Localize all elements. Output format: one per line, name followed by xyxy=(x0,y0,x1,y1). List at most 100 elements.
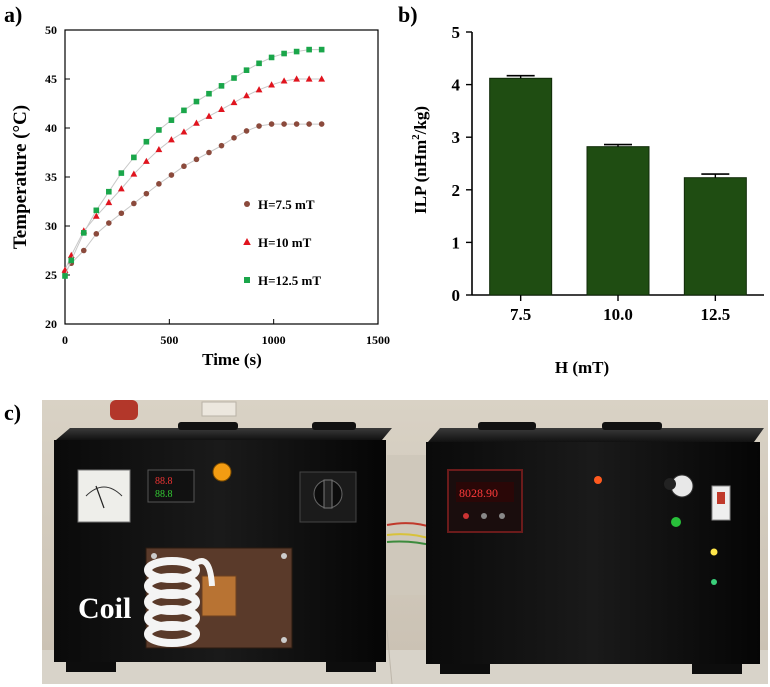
legend-marker xyxy=(244,277,250,283)
coil-lead xyxy=(190,558,215,587)
data-point xyxy=(293,75,301,82)
data-point xyxy=(218,83,225,89)
data-point xyxy=(318,46,325,53)
floor-joint xyxy=(386,629,393,684)
apparatus-photo: 88.8 88.8 Coil 8028.90 xyxy=(42,400,768,684)
panel-label-b: b) xyxy=(398,2,418,27)
bar xyxy=(489,77,553,296)
left-box-handle xyxy=(178,422,238,430)
data-point xyxy=(305,75,313,82)
data-point xyxy=(318,75,326,82)
coil-turn xyxy=(144,621,200,647)
data-point xyxy=(231,75,237,81)
data-point xyxy=(106,188,112,195)
data-point xyxy=(118,170,125,176)
bars: 7.5 10.0 12.5 xyxy=(489,74,747,324)
legend-label: H=7.5 mT xyxy=(258,197,315,212)
data-point xyxy=(168,172,175,178)
red-indicator-light xyxy=(594,476,602,484)
legend-label: H=10 mT xyxy=(258,235,312,250)
data-point xyxy=(106,220,112,226)
y-tick-label: 4 xyxy=(452,76,461,95)
right-box-top xyxy=(428,428,764,442)
y-tick-label: 45 xyxy=(45,72,57,86)
data-point xyxy=(156,127,162,133)
data-point xyxy=(268,121,275,127)
plate-screw-1 xyxy=(151,553,157,559)
data-point xyxy=(243,67,250,73)
data-point xyxy=(80,247,87,254)
data-point xyxy=(117,185,125,192)
data-point xyxy=(205,112,213,119)
data-point xyxy=(193,119,200,126)
panel-label-c: c) xyxy=(4,400,22,425)
series-group xyxy=(61,46,326,279)
y-tick-label: 5 xyxy=(452,23,461,42)
knob-base xyxy=(664,478,676,490)
coil xyxy=(144,557,215,647)
x-tick-label: 10.0 xyxy=(603,305,633,324)
y-tick-label: 3 xyxy=(452,128,461,147)
y-tick-label: 0 xyxy=(452,286,461,305)
data-point xyxy=(181,163,187,170)
x-tick-label: 1500 xyxy=(366,333,390,347)
data-point xyxy=(243,128,250,134)
axis-ticks: 0 500 1000 1500 20 25 30 35 40 45 50 xyxy=(45,23,390,347)
data-point xyxy=(230,98,238,106)
y-axis-label-superscript: 2 xyxy=(410,134,422,140)
red-object xyxy=(110,400,138,420)
data-point xyxy=(206,149,212,156)
data-point xyxy=(318,121,325,127)
data-point xyxy=(131,154,137,161)
x-tick-label: 12.5 xyxy=(700,305,730,324)
y-tick-label: 50 xyxy=(45,23,57,37)
data-point xyxy=(255,86,263,93)
green-indicator-light xyxy=(671,517,681,527)
copper-terminal xyxy=(201,575,237,617)
meter-needle xyxy=(95,485,105,509)
data-point xyxy=(68,257,75,264)
data-point xyxy=(143,138,150,145)
data-point xyxy=(243,92,250,99)
legend-label: H=12.5 mT xyxy=(258,273,321,288)
controller-readout: 8028.90 xyxy=(459,486,498,500)
left-box-foot xyxy=(66,662,116,672)
x-axis-label: Time (s) xyxy=(202,350,262,369)
data-point xyxy=(206,90,212,97)
x-tick-label: 1000 xyxy=(262,333,286,347)
data-point xyxy=(281,121,287,127)
data-point xyxy=(93,207,100,214)
x-axis-label: H (mT) xyxy=(555,358,609,377)
legend-marker xyxy=(243,238,251,245)
data-point xyxy=(218,105,225,112)
left-box-foot xyxy=(326,662,376,672)
wall-outlet xyxy=(201,401,237,417)
controller-button xyxy=(481,513,487,519)
data-point xyxy=(118,210,125,217)
plate-screw-2 xyxy=(281,553,287,559)
data-point xyxy=(155,145,163,153)
right-box-handle xyxy=(478,422,536,430)
temperature-chart: 0 500 1000 1500 20 25 30 35 40 45 50 H=7.5 mT H=10 … xyxy=(10,23,390,369)
legend: H=7.5 mT H=10 mT H=12.5 mT xyxy=(243,197,321,288)
data-point xyxy=(156,181,162,187)
meter-scale xyxy=(85,486,123,497)
data-point xyxy=(92,212,100,219)
x-tick-label: 7.5 xyxy=(510,305,531,324)
data-point xyxy=(62,273,68,279)
rotary-switch-grip xyxy=(323,479,333,509)
series-line xyxy=(64,49,322,277)
y-tick-label: 2 xyxy=(452,181,461,200)
data-point xyxy=(143,190,150,197)
data-point xyxy=(256,123,262,129)
legend-marker xyxy=(244,201,250,207)
data-point xyxy=(293,121,300,127)
data-point xyxy=(180,128,188,135)
data-point xyxy=(80,230,87,236)
data-point xyxy=(268,54,275,61)
data-point xyxy=(293,48,300,55)
data-point xyxy=(193,156,200,163)
coil-label: Coil xyxy=(78,592,131,625)
data-point xyxy=(131,200,137,207)
